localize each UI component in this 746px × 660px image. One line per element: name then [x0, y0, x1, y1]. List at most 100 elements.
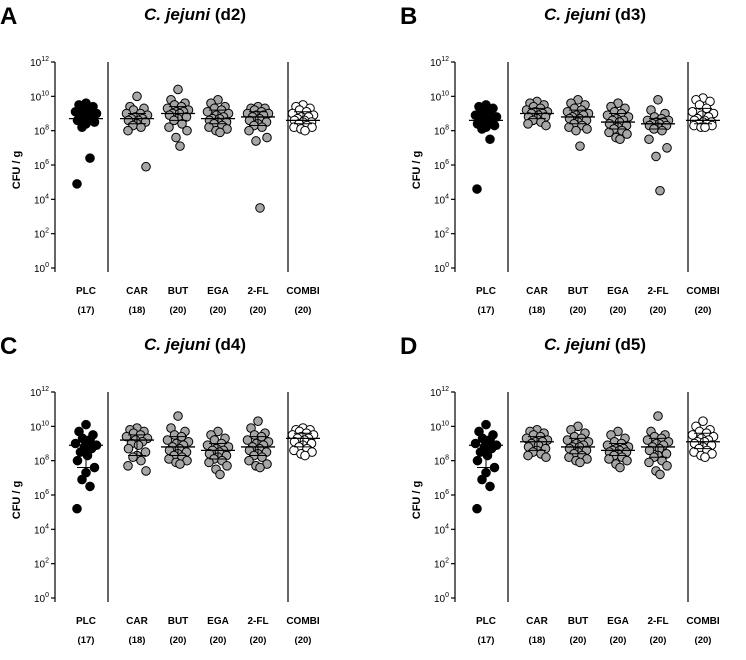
data-point	[255, 203, 265, 213]
group-combi	[686, 416, 720, 463]
y-tick-base: 10	[30, 92, 42, 103]
data-point	[644, 134, 654, 145]
group-but	[561, 421, 595, 468]
data-point	[700, 122, 710, 133]
group-2fl	[641, 411, 675, 480]
y-tick-exponent: 0	[445, 592, 449, 599]
x-count-label: (20)	[170, 305, 187, 316]
data-point	[132, 91, 142, 102]
y-tick-label: 100	[34, 262, 49, 275]
x-count-label: (20)	[210, 305, 227, 316]
y-tick-exponent: 0	[445, 262, 449, 269]
x-category-label: BUT	[168, 616, 189, 627]
panel-letter: D	[400, 333, 417, 360]
data-point	[141, 466, 151, 476]
x-category-label: CAR	[126, 616, 148, 627]
x-category-label: PLC	[76, 286, 96, 297]
data-point	[575, 457, 585, 468]
x-count-label: (20)	[570, 305, 587, 316]
x-count-label: (20)	[250, 635, 267, 646]
y-tick-exponent: 10	[41, 420, 49, 427]
title-species: C. jejuni	[544, 5, 611, 24]
data-point	[136, 455, 146, 466]
y-tick-base: 10	[34, 594, 46, 605]
group-plc	[69, 419, 103, 514]
y-tick-label: 102	[434, 228, 449, 241]
y-tick-label: 1012	[430, 386, 449, 399]
y-tick-base: 10	[434, 594, 446, 605]
data-point	[171, 132, 181, 143]
y-tick-base: 10	[434, 127, 446, 138]
y-tick-base: 10	[430, 58, 442, 69]
y-tick-label: 102	[34, 228, 49, 241]
data-point	[541, 120, 551, 131]
x-count-label: (20)	[250, 305, 267, 316]
x-count-label: (20)	[295, 635, 312, 646]
chart-title: C. jejuni (d2)	[144, 5, 246, 24]
y-tick-exponent: 8	[45, 125, 49, 132]
data-point	[472, 503, 482, 514]
data-point	[644, 445, 655, 456]
y-tick-exponent: 4	[45, 523, 49, 530]
data-point	[482, 450, 493, 461]
data-point	[541, 452, 551, 463]
data-point	[253, 416, 263, 426]
y-tick-exponent: 12	[441, 56, 449, 63]
y-tick-base: 10	[34, 560, 46, 571]
y-tick-base: 10	[434, 161, 446, 172]
y-tick-base: 10	[30, 58, 42, 69]
y-tick-label: 100	[434, 592, 449, 605]
data-point	[523, 450, 533, 461]
x-category-label: COMBI	[686, 286, 720, 297]
data-point	[485, 481, 495, 492]
y-tick-label: 104	[434, 193, 449, 206]
x-count-label: (20)	[650, 305, 667, 316]
y-tick-base: 10	[34, 264, 46, 275]
y-tick-exponent: 12	[441, 386, 449, 393]
y-tick-label: 100	[34, 592, 49, 605]
x-category-label: EGA	[607, 286, 629, 297]
data-point	[204, 457, 214, 468]
data-point	[140, 447, 151, 457]
x-count-label: (20)	[295, 305, 312, 316]
group-2fl	[241, 416, 275, 473]
y-tick-base: 10	[430, 422, 442, 433]
data-point	[477, 474, 487, 485]
data-point	[133, 440, 144, 451]
x-category-label: BUT	[568, 286, 589, 297]
y-tick-label: 1010	[30, 420, 49, 433]
y-tick-exponent: 8	[445, 455, 449, 462]
y-tick-base: 10	[434, 195, 446, 206]
y-tick-exponent: 4	[445, 193, 449, 200]
data-point	[485, 134, 495, 145]
y-tick-base: 10	[430, 92, 442, 103]
y-tick-label: 1012	[30, 386, 49, 399]
group-ega	[201, 426, 235, 480]
y-tick-base: 10	[34, 230, 46, 241]
y-tick-exponent: 0	[45, 262, 49, 269]
data-point	[72, 455, 83, 466]
y-tick-base: 10	[34, 161, 46, 172]
data-point	[571, 125, 581, 136]
data-point	[615, 134, 625, 145]
data-point	[300, 125, 310, 136]
panel-letter: C	[0, 333, 17, 360]
panel-letter: B	[400, 3, 417, 30]
data-point	[251, 136, 261, 146]
y-tick-label: 108	[34, 455, 49, 468]
x-count-label: (17)	[478, 635, 495, 646]
y-tick-label: 108	[434, 455, 449, 468]
group-plc	[469, 419, 503, 514]
data-point	[651, 151, 661, 162]
y-tick-label: 100	[434, 262, 449, 275]
group-car	[120, 91, 154, 172]
data-point	[72, 179, 82, 189]
data-point	[481, 419, 491, 430]
x-count-label: (20)	[695, 635, 712, 646]
x-count-label: (18)	[129, 305, 146, 316]
x-category-label: PLC	[476, 616, 496, 627]
data-point	[523, 119, 533, 129]
y-tick-label: 1010	[430, 420, 449, 433]
group-2fl	[641, 94, 675, 196]
y-tick-exponent: 8	[45, 455, 49, 462]
